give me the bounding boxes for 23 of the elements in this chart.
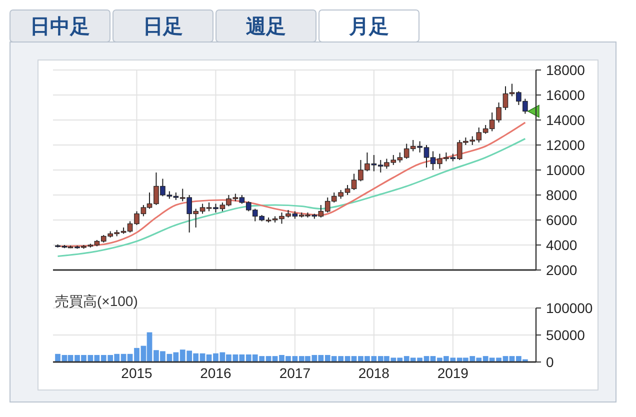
chart-title: 売買高(×100) xyxy=(55,293,138,309)
x-tick-label: 2018 xyxy=(358,365,390,381)
y-tick-label: 18000 xyxy=(546,62,586,78)
x-tick-label: 2015 xyxy=(121,365,153,381)
line-series xyxy=(56,138,526,258)
y-tick-label: 8000 xyxy=(546,186,578,203)
y-tick-label: 4000 xyxy=(546,236,578,253)
text: 月足 xyxy=(348,16,389,38)
x-tick-label: 2016 xyxy=(200,365,232,381)
y-tick-label: 10000 xyxy=(546,162,586,178)
y-tick-label: 14000 xyxy=(546,112,586,128)
x-tick-label: 2017 xyxy=(279,365,311,381)
x-tick-label: 2019 xyxy=(437,365,469,381)
y-tick-label: 16000 xyxy=(546,86,586,103)
y-tick-label: 2000 xyxy=(546,262,578,278)
y-tick-label: 0 xyxy=(546,354,554,370)
text: 日足 xyxy=(143,16,183,38)
y-tick-label: 12000 xyxy=(546,136,586,153)
y-tick-label: 6000 xyxy=(546,212,578,228)
text: 週足 xyxy=(245,16,286,38)
text: 日中足 xyxy=(30,16,90,38)
y-tick-label: 50000 xyxy=(546,326,586,343)
y-tick-label: 100000 xyxy=(546,300,593,316)
